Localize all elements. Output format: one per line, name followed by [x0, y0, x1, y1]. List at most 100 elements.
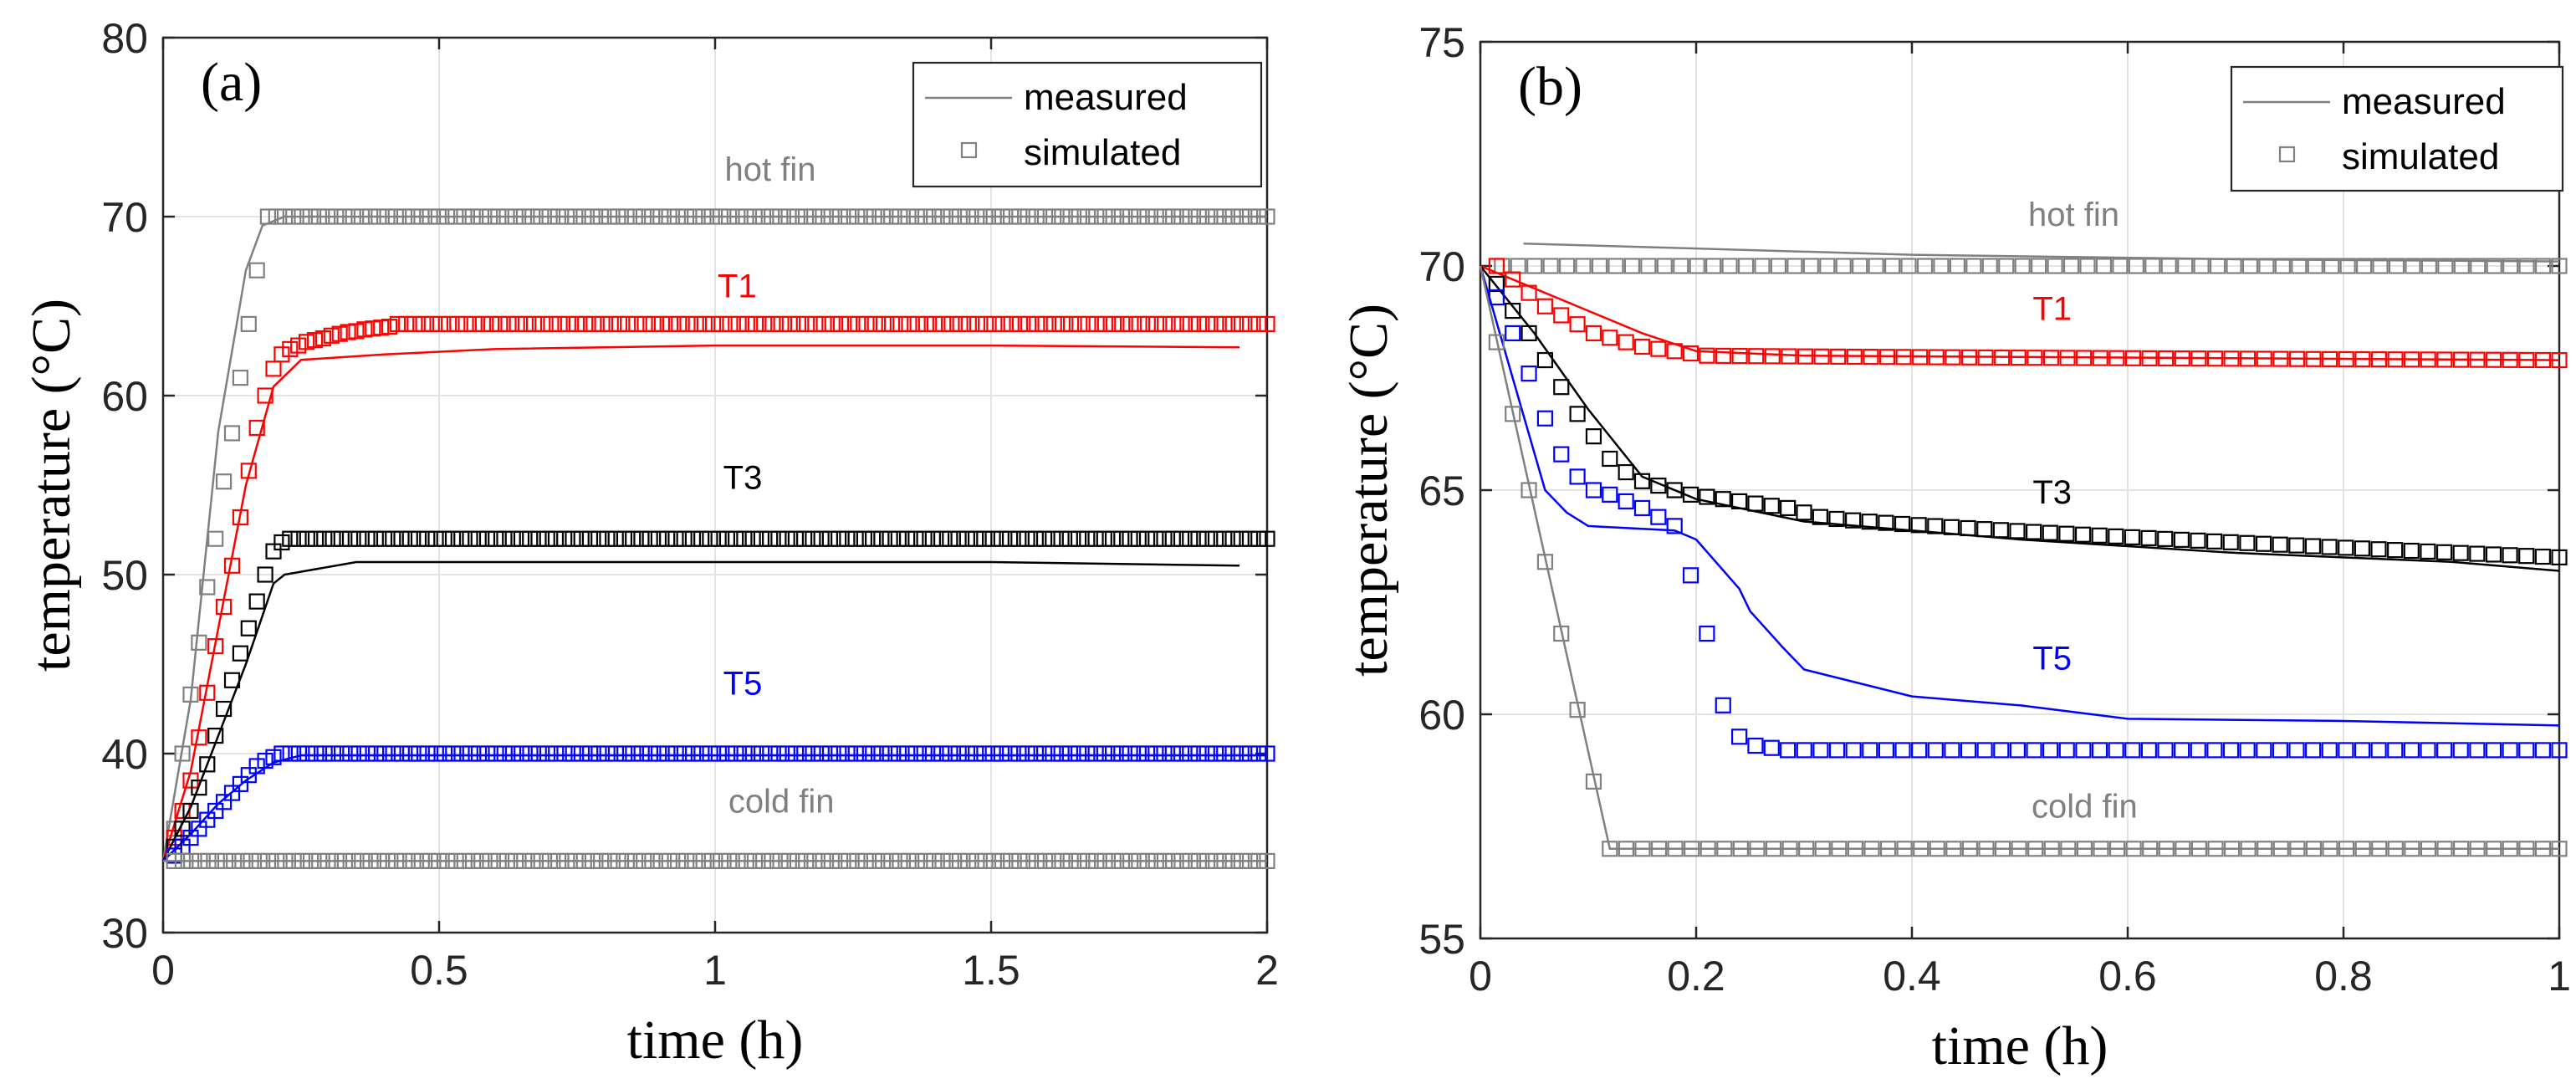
simulated-marker: [342, 745, 359, 762]
simulated-marker: [182, 686, 199, 703]
simulated-marker: [719, 745, 736, 762]
simulated-marker: [976, 745, 993, 762]
simulated-marker: [599, 530, 616, 547]
simulated-marker: [1602, 450, 1618, 468]
simulated-marker: [738, 208, 754, 225]
simulated-marker: [815, 852, 831, 870]
simulated-marker: [1071, 745, 1087, 762]
simulated-marker: [2437, 258, 2454, 274]
simulated-marker: [1618, 493, 1634, 510]
simulated-marker: [2042, 524, 2058, 541]
simulated-marker: [2321, 539, 2338, 555]
x-tick-label: 2: [1255, 947, 1279, 994]
simulated-marker: [2551, 351, 2568, 369]
simulated-marker: [427, 745, 444, 762]
simulated-marker: [1242, 315, 1259, 332]
simulated-marker: [718, 530, 736, 547]
simulated-marker: [1003, 208, 1020, 225]
simulated-marker: [406, 315, 423, 332]
simulated-marker: [2256, 350, 2272, 367]
simulated-marker: [2370, 541, 2387, 558]
simulated-marker: [2387, 742, 2404, 759]
simulated-marker: [2370, 742, 2387, 759]
simulated-marker: [350, 530, 367, 547]
simulated-marker: [556, 745, 573, 762]
simulated-marker: [781, 315, 798, 332]
simulated-marker: [2486, 351, 2502, 368]
simulated-marker: [1190, 852, 1207, 870]
simulated-marker: [1156, 208, 1173, 225]
simulated-marker: [1847, 841, 1863, 857]
simulated-marker: [1927, 518, 1944, 534]
x-tick-label: 1: [2548, 953, 2571, 1000]
simulated-marker: [265, 749, 282, 765]
simulated-marker: [223, 425, 241, 442]
simulated-marker: [695, 208, 712, 225]
simulated-marker: [746, 208, 763, 225]
simulated-marker: [1878, 514, 1894, 531]
simulated-marker: [659, 745, 676, 762]
x-tick-label: 1: [703, 947, 727, 994]
simulated-marker: [299, 530, 315, 547]
legend-simulated-label: simulated: [1024, 132, 1181, 173]
simulated-marker: [509, 315, 525, 332]
simulated-marker: [1173, 208, 1190, 225]
simulated-marker: [517, 315, 534, 332]
simulated-marker: [311, 852, 328, 870]
y-tick-label: 80: [101, 15, 148, 62]
simulated-marker: [1715, 697, 1731, 713]
simulated-marker: [2108, 528, 2124, 544]
series-label: cold fin: [2032, 788, 2138, 825]
simulated-marker: [1699, 625, 1715, 642]
series-t5: T5: [1479, 265, 2568, 759]
measured-line: [161, 560, 1240, 861]
simulated-marker: [2420, 258, 2438, 274]
simulated-marker: [1796, 504, 1812, 521]
simulated-marker: [282, 530, 299, 547]
simulated-marker: [2026, 742, 2042, 759]
simulated-marker: [2551, 841, 2568, 857]
simulated-marker: [807, 315, 824, 332]
simulated-marker: [516, 852, 533, 870]
simulated-marker: [1894, 742, 1911, 759]
simulated-marker: [223, 672, 241, 688]
simulated-marker: [2144, 258, 2161, 274]
simulated-marker: [2095, 258, 2113, 274]
simulated-marker: [1173, 745, 1190, 762]
simulated-marker: [1814, 841, 1831, 857]
simulated-marker: [764, 315, 781, 332]
simulated-marker: [2502, 841, 2518, 857]
simulated-marker: [796, 745, 813, 762]
simulated-marker: [1147, 745, 1164, 762]
simulated-marker: [1879, 841, 1897, 857]
simulated-marker: [865, 745, 882, 762]
simulated-marker: [590, 530, 607, 547]
simulated-marker: [1737, 258, 1755, 274]
simulated-marker: [265, 360, 282, 377]
simulated-marker: [1020, 208, 1036, 225]
simulated-marker: [1998, 258, 2015, 274]
y-tick-label: 70: [1418, 243, 1465, 290]
simulated-marker: [1216, 745, 1233, 762]
simulated-marker: [2372, 258, 2389, 274]
simulated-marker: [1207, 530, 1224, 547]
simulated-marker: [1861, 514, 1878, 530]
simulated-marker: [1689, 258, 1705, 274]
simulated-marker: [200, 852, 217, 870]
simulated-marker: [1894, 515, 1911, 533]
chart-panel-b: 0 0.2 0.4 0.6 0.8 1 55 60 65 70 75 time (h) temperat…: [1338, 19, 2571, 1076]
simulated-marker: [2518, 351, 2535, 368]
simulated-marker: [2486, 258, 2502, 274]
simulated-marker: [650, 530, 667, 547]
simulated-marker: [2338, 350, 2354, 368]
simulated-marker: [573, 745, 590, 762]
simulated-marker: [234, 852, 251, 870]
panel-label: (b): [1518, 56, 1582, 117]
simulated-marker: [1250, 530, 1267, 547]
y-tick-label: 70: [101, 194, 148, 241]
simulated-marker: [419, 530, 436, 547]
simulated-marker: [1618, 841, 1634, 857]
simulated-marker: [2436, 742, 2453, 759]
simulated-marker: [308, 745, 325, 762]
